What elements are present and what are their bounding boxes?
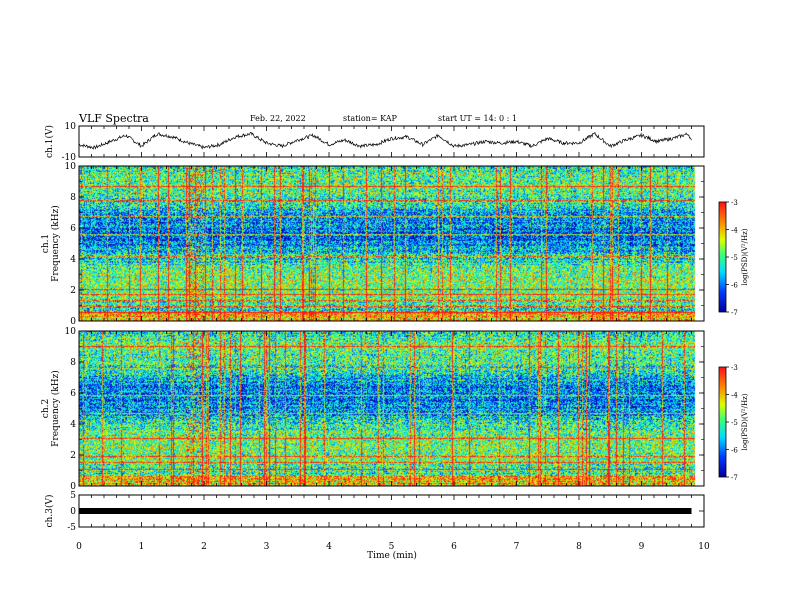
colorbar-label: log(PSD)(V²/Hz)	[741, 393, 749, 450]
colorbar-tick-label: -3	[731, 199, 738, 207]
ch1-frequency-frame	[78, 165, 705, 322]
station-label: station= KAP	[343, 114, 397, 123]
ch2-colorbar	[719, 367, 726, 477]
y-tick-label: 8	[70, 358, 76, 368]
x-tick-label: 6	[451, 542, 457, 552]
date-label: Feb. 22, 2022	[250, 114, 306, 123]
y-axis-label: Frequency (kHz)	[50, 370, 61, 447]
y-axis-label: ch.1(V)	[44, 125, 55, 158]
y-tick-label: 10	[65, 162, 77, 172]
y-tick-label: 5	[70, 491, 76, 501]
colorbar-label: log(PSD)(V²/Hz)	[741, 228, 749, 285]
x-axis-label: Time (min)	[367, 550, 417, 561]
y-tick-label: 0	[70, 482, 76, 492]
colorbar-frame	[718, 201, 727, 313]
x-tick-label: 8	[576, 542, 582, 552]
x-tick-label: 4	[326, 542, 332, 552]
x-tick-label: 2	[201, 542, 207, 552]
colorbar-tick-label: -7	[731, 474, 738, 482]
colorbar-tick-label: -5	[731, 254, 738, 262]
ch1-spectrogram	[79, 166, 704, 321]
y-axis-label: ch.3(V)	[44, 495, 55, 528]
y-tick-label: 0	[70, 317, 76, 327]
x-tick-label: 3	[264, 542, 270, 552]
y-tick-label: 10	[65, 327, 77, 337]
x-tick-label: 7	[514, 542, 520, 552]
y-tick-label: 4	[70, 255, 76, 265]
colorbar-tick-label: -4	[731, 392, 738, 400]
x-tick-label: 1	[139, 542, 145, 552]
y-tick-label: 2	[70, 286, 76, 296]
y-axis-label: Frequency (kHz)	[50, 205, 61, 282]
ch2-frequency-frame	[78, 330, 705, 487]
colorbar-tick-label: -6	[731, 447, 738, 455]
x-tick-label: 5	[389, 542, 395, 552]
colorbar-tick-label: -5	[731, 419, 738, 427]
y-tick-label: 0	[70, 507, 76, 517]
x-tick-label: 9	[639, 542, 645, 552]
y-tick-label: 2	[70, 451, 76, 461]
ch1-colorbar	[719, 202, 726, 312]
y-tick-label: 6	[70, 389, 76, 399]
y-axis-label: ch.1	[41, 234, 51, 253]
y-tick-label: -10	[62, 153, 77, 163]
colorbar-tick-label: -7	[731, 309, 738, 317]
y-tick-label: 10	[65, 122, 77, 132]
ch1-voltage-series	[78, 131, 692, 150]
x-tick-label: 0	[76, 542, 82, 552]
start-time-label: start UT = 14: 0 : 1	[438, 114, 517, 123]
y-tick-label: 6	[70, 224, 76, 234]
ch1-voltage-frame	[78, 125, 705, 158]
y-tick-label: 4	[70, 420, 76, 430]
ch3-voltage-series	[79, 508, 692, 514]
figure-title: VLF Spectra	[79, 112, 149, 125]
y-tick-label: -5	[67, 523, 76, 533]
colorbar-tick-label: -3	[731, 364, 738, 372]
x-tick-label: 10	[698, 542, 710, 552]
colorbar-frame	[718, 366, 727, 478]
colorbar-tick-label: -4	[731, 227, 738, 235]
y-axis-label: ch.2	[41, 399, 51, 418]
y-tick-label: 8	[70, 193, 76, 203]
colorbar-tick-label: -6	[731, 282, 738, 290]
ch2-spectrogram	[79, 331, 704, 486]
